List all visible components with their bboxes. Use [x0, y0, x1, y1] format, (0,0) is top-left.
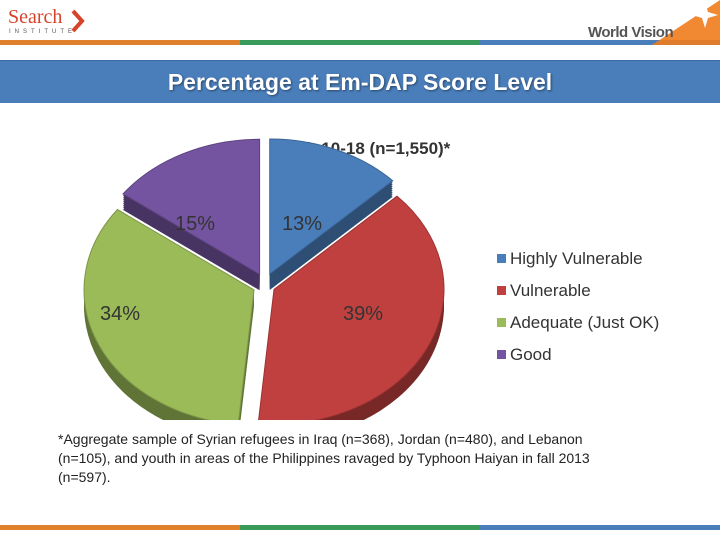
pie-data-labels: 13% 39% 34% 15%	[100, 213, 383, 325]
stripe-segment	[480, 40, 720, 45]
footer-stripe	[0, 525, 720, 530]
slice-data-label: 13%	[282, 213, 322, 235]
pie-slices	[83, 138, 445, 420]
search-institute-logo: Search INSTITUTE	[4, 4, 88, 38]
legend-swatch	[497, 254, 506, 263]
legend-swatch	[497, 318, 506, 327]
slide-title: Percentage at Em-DAP Score Level	[167, 69, 553, 95]
legend-label: Highly Vulnerable	[510, 249, 643, 268]
title-bar: Percentage at Em-DAP Score Level	[0, 60, 720, 103]
chart-legend: Highly Vulnerable Vulnerable Adequate (Jus…	[497, 249, 659, 364]
slice-data-label: 15%	[175, 213, 215, 235]
search-logo-word: Search	[8, 6, 63, 28]
legend-label: Good	[510, 345, 552, 364]
stripe-segment	[480, 525, 720, 530]
header-stripe	[0, 40, 720, 45]
stripe-segment	[0, 40, 240, 45]
legend-label: Vulnerable	[510, 281, 591, 300]
legend-swatch	[497, 286, 506, 295]
pie-slice	[122, 138, 261, 276]
search-logo-subtitle: INSTITUTE	[9, 29, 76, 35]
world-vision-wordmark: World Vision	[588, 24, 674, 41]
pie-slice	[83, 208, 255, 420]
stripe-segment	[0, 525, 240, 530]
world-vision-logo: World Vision	[580, 0, 720, 45]
pie-slice	[258, 195, 445, 420]
slice-data-label: 34%	[100, 303, 140, 325]
pie-slice	[269, 138, 394, 275]
footnote: *Aggregate sample of Syrian refugees in …	[58, 431, 590, 485]
legend-swatch	[497, 350, 506, 359]
pie-chart: Youth 10-18 (n=1,550)* 13%39%34%15% High…	[83, 138, 659, 420]
legend-label: Adequate (Just OK)	[510, 313, 659, 332]
stripe-segment	[240, 40, 480, 45]
slice-data-label: 39%	[343, 303, 383, 325]
stripe-segment	[240, 525, 480, 530]
star-burst-icon	[652, 0, 720, 45]
chevron-right-icon	[71, 9, 85, 33]
